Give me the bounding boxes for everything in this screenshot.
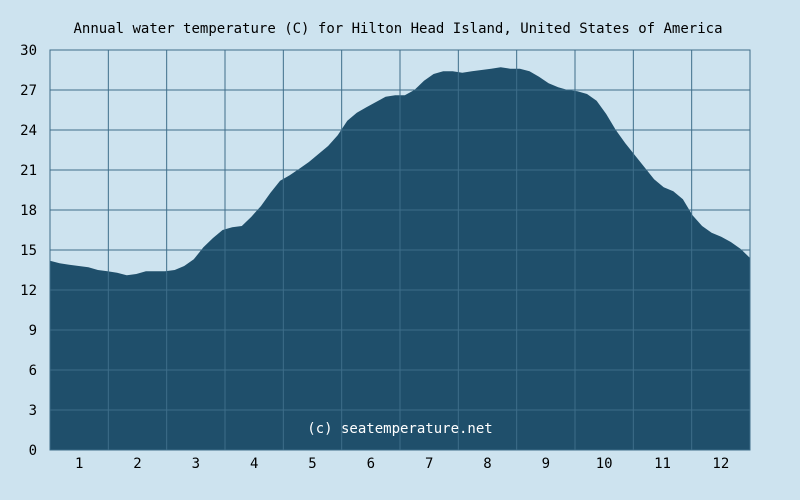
x-tick-label: 12: [712, 456, 729, 472]
x-tick-label: 2: [133, 456, 141, 472]
x-tick-label: 4: [250, 456, 258, 472]
chart-title: Annual water temperature (C) for Hilton …: [73, 21, 722, 37]
y-tick-label: 24: [20, 123, 37, 139]
plot-border: [49, 49, 751, 451]
y-tick-label: 27: [20, 83, 37, 99]
grid-lines: [49, 49, 751, 451]
x-tick-label: 1: [75, 456, 83, 472]
y-tick-label: 21: [20, 163, 37, 179]
x-tick-label: 9: [542, 456, 550, 472]
y-tick-label: 18: [20, 203, 37, 219]
x-tick-label: 7: [425, 456, 433, 472]
x-tick-label: 6: [367, 456, 375, 472]
x-tick-label: 8: [483, 456, 491, 472]
y-tick-label: 15: [20, 243, 37, 259]
y-tick-label: 3: [29, 403, 37, 419]
y-tick-label: 6: [29, 363, 37, 379]
y-tick-label: 12: [20, 283, 37, 299]
y-tick-label: 30: [20, 43, 37, 59]
x-axis-tick-labels: 1 2 3 4 5 6 7 8 9 10 11 12: [75, 456, 729, 472]
y-axis-tick-labels: 0 3 6 9 12 15 18 21 24 27 30: [20, 43, 37, 459]
x-tick-label: 3: [192, 456, 200, 472]
y-tick-label: 0: [29, 443, 37, 459]
x-tick-label: 5: [308, 456, 316, 472]
credit-label: (c) seatemperature.net: [307, 421, 492, 437]
x-tick-label: 10: [596, 456, 613, 472]
x-tick-label: 11: [654, 456, 671, 472]
y-tick-label: 9: [29, 323, 37, 339]
